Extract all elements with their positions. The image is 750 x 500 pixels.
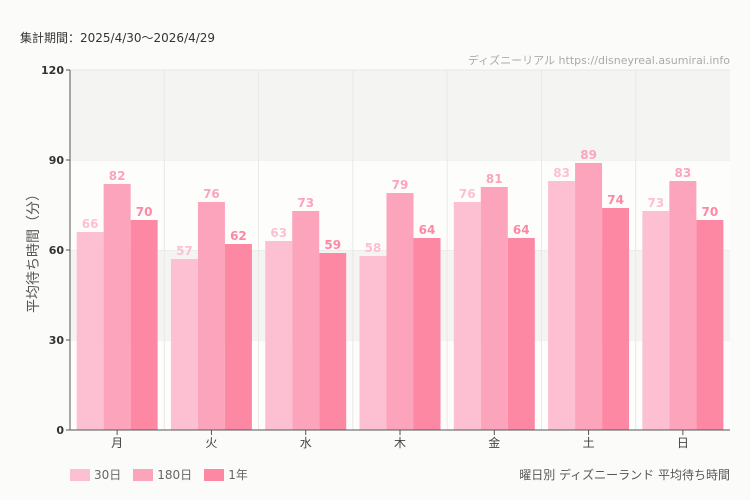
- y-axis-label: 平均待ち時間（分）: [26, 187, 42, 313]
- bar-30日: [359, 256, 387, 430]
- data-label: 76: [459, 187, 476, 201]
- bar-1年: [319, 253, 347, 430]
- grid-band: [70, 70, 730, 160]
- data-label: 70: [702, 205, 719, 219]
- credit-label: ディズニーリアル https://disneyreal.asumirai.inf…: [467, 54, 730, 67]
- legend-item[interactable]: 180日: [133, 466, 192, 483]
- bar-30日: [170, 259, 198, 430]
- legend-label: 1年: [228, 468, 248, 482]
- bar-30日: [642, 211, 670, 430]
- chart-caption: 曜日別 ディズニーランド 平均待ち時間: [519, 468, 730, 482]
- legend: 30日 180日 1年: [70, 466, 248, 483]
- bar-180日: [103, 184, 131, 430]
- bar-30日: [548, 181, 576, 430]
- data-label: 70: [136, 205, 153, 219]
- bar-1年: [507, 238, 535, 430]
- x-tick-label: 土: [583, 436, 595, 450]
- bar-30日: [453, 202, 481, 430]
- x-tick-label: 火: [205, 436, 217, 450]
- data-label: 62: [230, 229, 247, 243]
- period-label: 集計期間：2025/4/30〜2026/4/29: [20, 31, 216, 45]
- bar-1年: [602, 208, 630, 430]
- y-tick-label: 60: [49, 244, 65, 257]
- legend-swatch: [70, 468, 90, 481]
- x-tick-label: 水: [300, 436, 312, 450]
- data-label: 81: [486, 172, 503, 186]
- data-label: 83: [675, 166, 692, 180]
- legend-label: 30日: [94, 468, 122, 482]
- bar-30日: [76, 232, 104, 430]
- data-label: 83: [553, 166, 570, 180]
- legend-item[interactable]: 1年: [204, 466, 248, 483]
- data-label: 57: [176, 244, 193, 258]
- bar-180日: [480, 187, 508, 430]
- legend-swatch: [133, 468, 154, 481]
- data-label: 59: [324, 238, 341, 252]
- bar-1年: [224, 244, 252, 430]
- data-label: 82: [109, 169, 126, 183]
- data-label: 76: [203, 187, 220, 201]
- legend-item[interactable]: 30日: [70, 466, 121, 483]
- bar-1年: [130, 220, 158, 430]
- x-tick-label: 日: [677, 436, 689, 450]
- legend-label: 180日: [157, 468, 193, 482]
- bar-180日: [197, 202, 225, 430]
- bar-30日: [265, 241, 293, 430]
- data-label: 89: [580, 148, 597, 162]
- data-label: 58: [365, 241, 382, 255]
- y-tick-label: 0: [56, 424, 64, 437]
- y-tick-label: 120: [41, 64, 64, 77]
- data-label: 79: [392, 178, 409, 192]
- bar-180日: [386, 193, 414, 430]
- data-label: 73: [297, 196, 314, 210]
- bar-1年: [413, 238, 441, 430]
- x-tick-label: 月: [111, 436, 123, 450]
- bar-180日: [669, 181, 697, 430]
- bar-180日: [575, 163, 603, 430]
- data-label: 74: [607, 193, 624, 207]
- x-tick-label: 金: [488, 435, 500, 450]
- bar-180日: [292, 211, 320, 430]
- data-label: 73: [648, 196, 665, 210]
- legend-swatch: [204, 468, 225, 481]
- bar-1年: [696, 220, 724, 430]
- y-tick-label: 30: [49, 334, 65, 347]
- data-label: 66: [82, 217, 99, 231]
- data-label: 64: [419, 223, 436, 237]
- x-tick-label: 木: [394, 436, 406, 450]
- y-tick-label: 90: [49, 154, 65, 167]
- data-label: 64: [513, 223, 530, 237]
- data-label: 63: [270, 226, 287, 240]
